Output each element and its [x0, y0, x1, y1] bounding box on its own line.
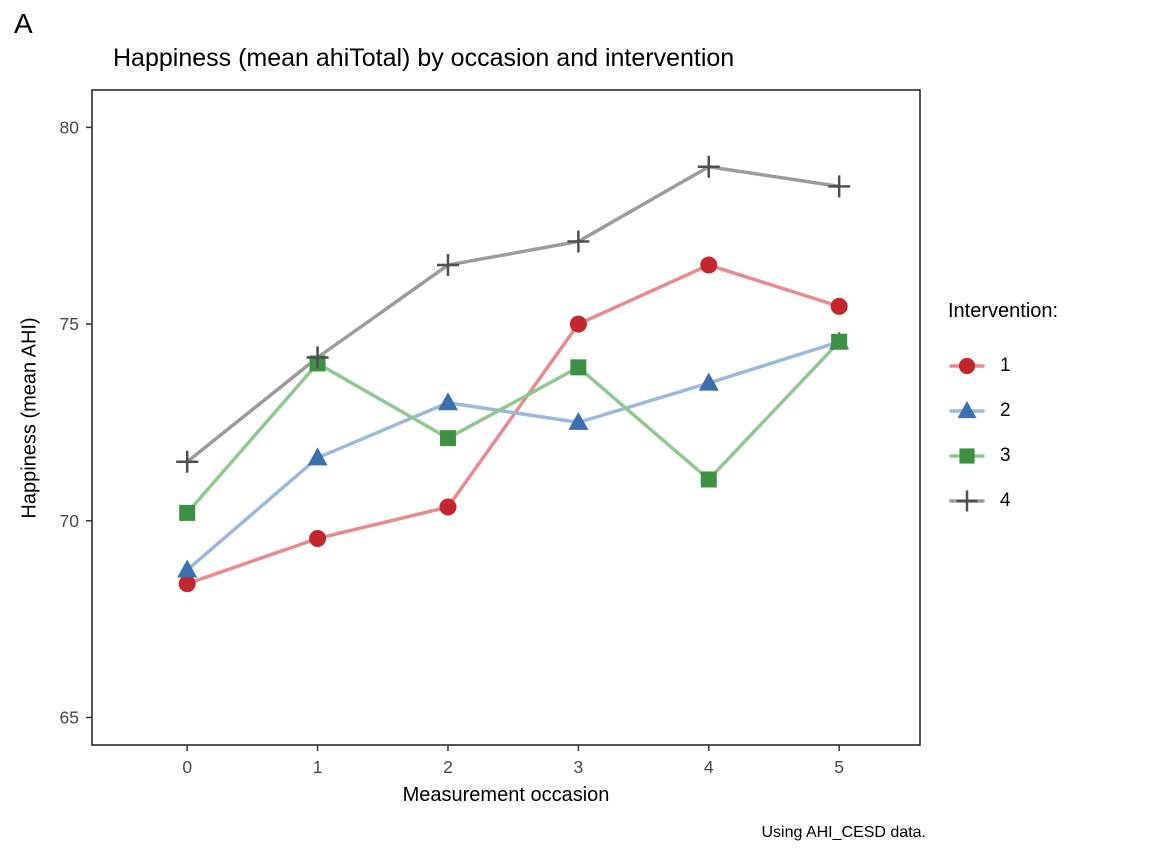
x-tick-label: 4	[704, 757, 714, 777]
panel-label: A	[14, 8, 33, 39]
plus-marker	[306, 346, 329, 369]
triangle-marker	[177, 559, 198, 578]
circle-marker	[309, 529, 327, 547]
square-marker	[959, 447, 975, 464]
plus-marker	[956, 490, 978, 511]
legend-key-square-icon	[949, 447, 985, 464]
legend-key-plus-icon	[949, 490, 985, 511]
legend-item-1: 1	[948, 343, 1058, 388]
legend-item-4: 4	[948, 478, 1058, 523]
x-axis-label: Measurement occasion	[402, 784, 610, 806]
series-line-4	[185, 164, 841, 464]
legend-key-triangle-icon	[949, 400, 985, 418]
square-marker	[439, 430, 456, 447]
chart-caption: Using AHI_CESD data.	[761, 824, 926, 841]
legend-label: 4	[1000, 489, 1011, 511]
triangle-marker	[957, 400, 977, 418]
legend-key-circle-icon	[949, 357, 985, 374]
plus-marker	[436, 254, 459, 277]
legend-items: 1 2 3 4	[948, 343, 1058, 523]
plus-marker	[828, 175, 851, 198]
square-marker	[700, 471, 717, 488]
plus-marker	[567, 230, 590, 253]
triangle-marker	[698, 372, 719, 391]
plus-marker	[176, 450, 199, 473]
series-line-1	[185, 263, 841, 586]
x-tick-label: 0	[182, 757, 192, 777]
legend-label: 2	[1000, 399, 1011, 421]
x-tick-label: 5	[834, 757, 844, 777]
legend-label: 1	[1000, 354, 1011, 376]
series-line-3	[185, 340, 841, 515]
x-tick-label: 1	[313, 757, 323, 777]
circle-marker	[700, 256, 718, 274]
triangle-marker	[437, 392, 458, 411]
circle-marker	[178, 575, 196, 593]
triangle-marker	[568, 411, 589, 430]
legend-item-3: 3	[948, 433, 1058, 478]
plus-marker	[697, 155, 720, 178]
triangle-marker	[307, 447, 328, 466]
square-marker	[831, 333, 848, 350]
legend: Intervention: 1 2 3 4	[948, 300, 1058, 523]
series-line-2	[185, 340, 841, 572]
y-tick-label: 80	[60, 117, 80, 137]
x-tick-label: 3	[574, 757, 584, 777]
y-tick-label: 75	[60, 314, 79, 334]
panel-border	[91, 89, 921, 746]
y-tick-label: 65	[60, 708, 79, 728]
x-tick-label: 2	[443, 757, 453, 777]
circle-marker	[830, 297, 848, 315]
circle-marker	[439, 498, 457, 516]
legend-item-2: 2	[948, 388, 1058, 433]
legend-label: 3	[1000, 444, 1011, 466]
chart-title: Happiness (mean ahiTotal) by occasion an…	[113, 44, 735, 72]
y-tick-label: 70	[60, 511, 80, 531]
square-marker	[570, 359, 587, 376]
circle-marker	[958, 357, 976, 374]
legend-title: Intervention:	[948, 300, 1059, 322]
square-marker	[179, 504, 196, 521]
circle-marker	[569, 315, 587, 333]
